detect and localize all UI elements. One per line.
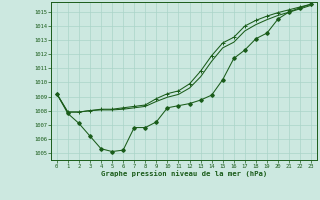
X-axis label: Graphe pression niveau de la mer (hPa): Graphe pression niveau de la mer (hPa)	[101, 171, 267, 177]
